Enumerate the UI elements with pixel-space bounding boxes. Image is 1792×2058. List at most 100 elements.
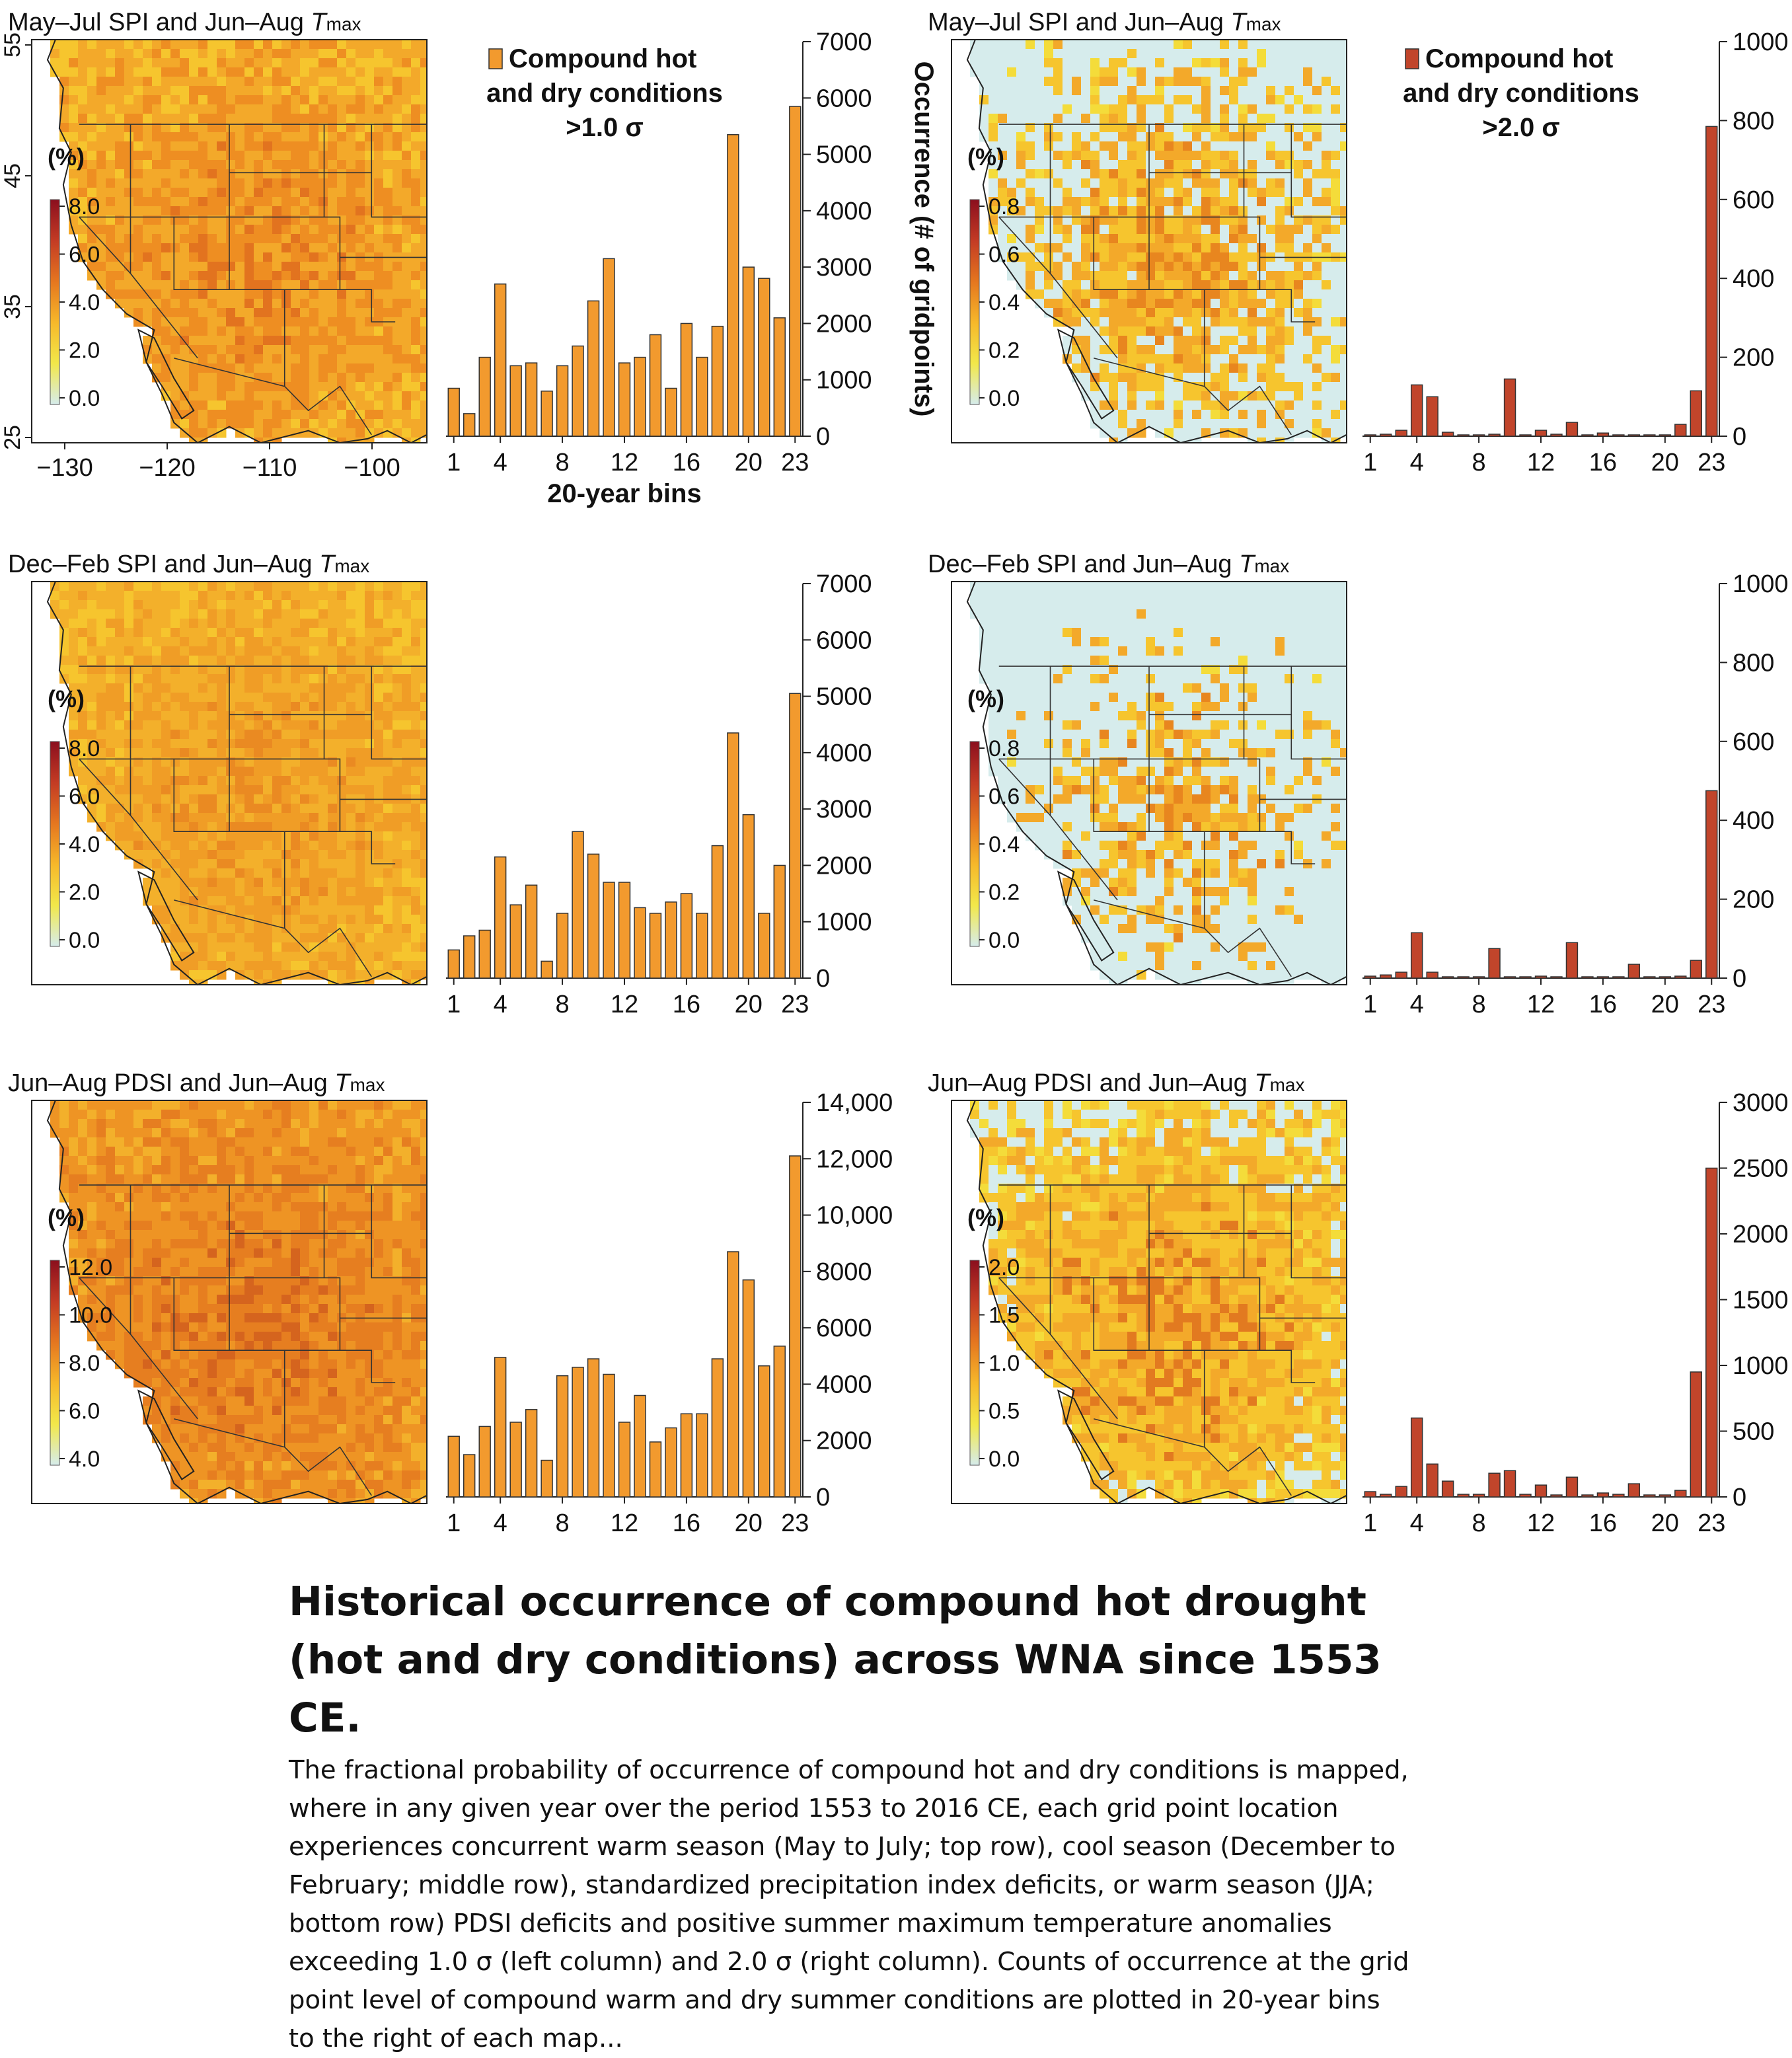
x-tick-label: 1	[447, 449, 461, 476]
colorbar	[970, 200, 979, 404]
bar-bin-19	[728, 135, 739, 436]
colorbar-tick-label: 0.4	[989, 832, 1020, 857]
y-tick-label: 0	[816, 423, 830, 451]
y-tick-label: 6000	[816, 1315, 872, 1342]
bar-bin-5	[1427, 1464, 1438, 1497]
bar-bin-7	[541, 391, 552, 436]
x-tick-label: 20	[735, 1509, 763, 1537]
map-title: Dec–Feb SPI and Jun–Aug Tmax	[8, 551, 369, 578]
x-tick-label: 8	[1472, 1509, 1486, 1537]
y-tick-label: 4000	[816, 198, 872, 225]
caption-title: Historical occurrence of compound hot dr…	[289, 1573, 1412, 1747]
y-tick-label: 1000	[1733, 570, 1789, 598]
y-tick-label: 2000	[816, 1428, 872, 1455]
bar-bin-18	[712, 846, 723, 978]
bar-bin-3	[479, 358, 490, 436]
bar-bin-13	[634, 1395, 646, 1497]
bar-bin-13	[634, 907, 646, 978]
bar-bin-8	[1474, 1494, 1485, 1497]
lat-tick-label: 45	[0, 163, 25, 188]
x-tick-label: 20	[735, 449, 763, 476]
colorbar-tick-label: 0.2	[989, 338, 1020, 363]
bar-bin-21	[759, 1366, 770, 1497]
y-tick-label: 800	[1733, 107, 1774, 135]
y-tick-label: 0	[1733, 1484, 1746, 1511]
y-tick-label: 4000	[816, 740, 872, 767]
bar-bin-10	[588, 1359, 599, 1497]
bar-bin-23	[790, 1156, 801, 1497]
x-tick-label: 12	[1527, 1509, 1555, 1537]
y-tick-label: 0	[816, 1484, 830, 1511]
y-tick-label: 0	[1733, 965, 1746, 993]
y-tick-label: 8000	[816, 1258, 872, 1286]
bar-bin-17	[1613, 1494, 1624, 1497]
bar-bin-16	[1597, 1493, 1608, 1497]
y-tick-label: 0	[816, 965, 830, 993]
bar-bin-15	[1582, 435, 1593, 436]
bar-bin-14	[650, 913, 661, 978]
bar-bin-22	[774, 1346, 785, 1497]
x-tick-label: 8	[556, 1509, 570, 1537]
bar-bin-9	[1489, 434, 1500, 436]
bar-bin-7	[541, 1461, 552, 1497]
bar-bin-20	[1659, 977, 1670, 978]
bar-bin-2	[464, 1455, 475, 1497]
x-tick-label: 12	[611, 449, 638, 476]
lon-tick-label: −120	[139, 454, 196, 482]
bar-bin-16	[1597, 977, 1608, 978]
bar-bin-13	[1551, 977, 1562, 978]
bar-bin-6	[526, 363, 537, 436]
bar-bin-2	[464, 936, 475, 978]
bar-bin-17	[696, 913, 708, 978]
bar-bin-20	[1659, 435, 1670, 436]
x-tick-label: 23	[1698, 1509, 1725, 1537]
bar-bin-23	[1706, 790, 1717, 978]
colorbar-tick-label: 6.0	[69, 243, 100, 268]
y-tick-label: 6000	[816, 627, 872, 654]
caption-body: The fractional probability of occurrence…	[289, 1751, 1412, 2058]
map-title: Jun–Aug PDSI and Jun–Aug Tmax	[928, 1069, 1304, 1097]
colorbar-tick-label: 6.0	[69, 784, 100, 810]
bar-bin-10	[588, 854, 599, 978]
bar-bin-22	[1690, 1372, 1701, 1497]
y-tick-label: 2000	[816, 310, 872, 338]
colorbar-tick-label: 2.0	[69, 880, 100, 905]
bar-bin-11	[1520, 977, 1531, 978]
bar-bin-10	[1505, 977, 1516, 978]
colorbar-tick-label: 8.0	[69, 1351, 100, 1376]
colorbar-tick-label: 4.0	[69, 290, 100, 315]
y-tick-label: 600	[1733, 186, 1774, 214]
bar-bin-20	[1659, 1495, 1670, 1497]
y-tick-label: 5000	[816, 141, 872, 169]
legend-line-1: Compound hot	[1425, 44, 1613, 73]
bar-bin-19	[728, 733, 739, 978]
bar-bin-20	[743, 267, 754, 436]
bar-bin-4	[1411, 933, 1423, 978]
bar-bin-5	[510, 905, 521, 978]
y-tick-label: 500	[1733, 1418, 1774, 1446]
bar-bin-14	[650, 1442, 661, 1497]
map-title: Dec–Feb SPI and Jun–Aug Tmax	[928, 551, 1289, 578]
lat-tick-label: 25	[0, 425, 25, 450]
bar-bin-1	[1364, 1492, 1376, 1497]
colorbar-tick-label: 4.0	[69, 1447, 100, 1472]
x-tick-label: 16	[1589, 991, 1617, 1018]
bar-bin-16	[681, 894, 692, 978]
colorbar-unit-label: (%)	[48, 1204, 85, 1231]
bar-bin-11	[603, 258, 615, 436]
y-tick-label: 14,000	[816, 1089, 893, 1117]
bar-bin-18	[1628, 1484, 1639, 1497]
y-tick-label: 400	[1733, 265, 1774, 293]
bar-bin-5	[510, 1422, 521, 1497]
bar-bin-21	[759, 913, 770, 978]
bar-bin-6	[1442, 977, 1454, 978]
bar-bin-11	[1520, 435, 1531, 436]
legend-line-2: and dry conditions	[486, 79, 723, 108]
bar-bin-20	[743, 1280, 754, 1497]
y-tick-label: 12,000	[816, 1145, 893, 1173]
